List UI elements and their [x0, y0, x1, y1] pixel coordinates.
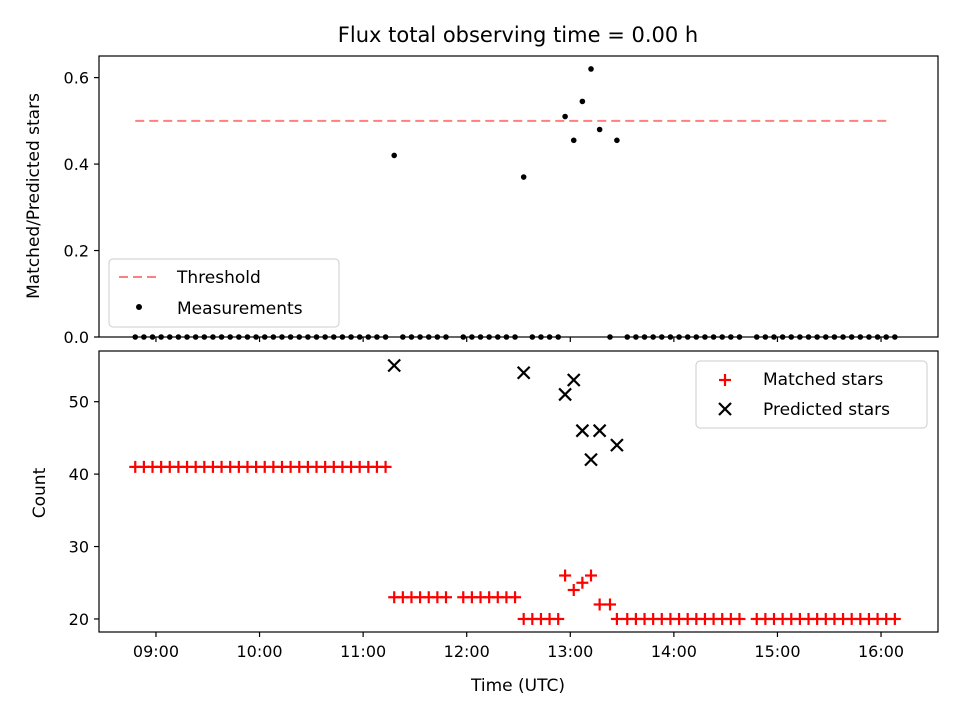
x-tick-label: 15:00	[754, 642, 800, 661]
matched-star-point	[509, 591, 522, 604]
matched-star-point	[439, 591, 452, 604]
x-tick-label: 09:00	[133, 642, 179, 661]
top-panel: 0.0 0.2 0.4 0.6 Matched/Predicted stars Thr…	[24, 55, 939, 347]
chart-title: Flux total observing time = 0.00 h	[338, 23, 698, 47]
threshold-legend-label: Threshold	[176, 268, 261, 288]
top-y-ticks: 0.0 0.2 0.4 0.6	[64, 69, 99, 347]
bottom-y-tick-label: 40	[69, 465, 89, 484]
x-tick-label: 11:00	[340, 642, 386, 661]
bottom-panel: 20 30 40 50 09:00 10:00 11:00 12:00 13:00 14:00 1…	[30, 350, 939, 696]
top-y-tick-label: 0.6	[64, 69, 89, 88]
measurement-point	[596, 126, 603, 133]
bottom-legend: Matched stars Predicted stars	[695, 360, 928, 429]
bottom-marks	[129, 358, 901, 625]
measurement-point	[570, 137, 577, 144]
bottom-y-tick-label: 30	[69, 538, 89, 557]
bottom-plot-frame	[98, 350, 939, 633]
bottom-y-axis-label: Count	[30, 467, 50, 518]
top-y-tick-label: 0.2	[64, 242, 89, 261]
matched-star-point	[552, 612, 565, 625]
matched-star-point	[603, 598, 616, 611]
predicted-legend-label: Predicted stars	[763, 400, 890, 420]
matched-star-point	[610, 612, 623, 625]
matched-star-point	[593, 598, 606, 611]
measurement-point	[588, 66, 594, 72]
matched-star-point	[733, 612, 746, 625]
bottom-legend-box	[695, 360, 928, 429]
x-axis-label: Time (UTC)	[470, 676, 565, 696]
measurement-point	[520, 174, 527, 180]
matched-star-point	[576, 576, 589, 589]
matched-star-point	[888, 612, 901, 625]
top-legend: Threshold Measurements	[108, 258, 340, 328]
measurement-point	[562, 113, 568, 120]
measurement-point	[391, 152, 398, 159]
measurement-point	[579, 98, 586, 105]
predicted-star-point	[584, 452, 598, 467]
x-tick-label: 13:00	[547, 642, 593, 661]
top-legend-box	[108, 258, 340, 328]
matched-star-point	[567, 583, 580, 596]
top-y-tick-label: 0.0	[64, 328, 89, 347]
top-y-axis-label: Matched/Predicted stars	[24, 93, 44, 299]
top-marks	[132, 66, 898, 340]
measurements-legend-label: Measurements	[177, 299, 303, 319]
x-tick-label: 12:00	[444, 642, 490, 661]
top-x-ticks	[155, 337, 882, 342]
top-plot-frame	[98, 55, 939, 338]
bottom-y-ticks: 20 30 40 50	[69, 393, 99, 629]
predicted-star-point	[387, 358, 401, 373]
x-tick-label: 16:00	[858, 642, 904, 661]
predicted-star-point	[558, 387, 572, 402]
matched-star-point	[559, 569, 572, 582]
matched-legend-label: Matched stars	[763, 370, 883, 390]
matched-legend-swatch	[719, 374, 731, 386]
measurements-legend-swatch	[136, 304, 142, 310]
bottom-y-tick-label: 50	[69, 393, 89, 412]
predicted-star-point	[610, 438, 624, 452]
predicted-star-point	[592, 423, 607, 438]
predicted-star-point	[516, 365, 531, 380]
bottom-x-ticks: 09:00 10:00 11:00 12:00 13:00 14:00 15:00 16:00	[133, 632, 904, 661]
top-y-tick-label: 0.4	[64, 155, 89, 174]
bottom-y-tick-label: 20	[69, 610, 89, 629]
matched-star-point	[379, 460, 392, 473]
x-tick-label: 14:00	[651, 642, 697, 661]
predicted-star-point	[575, 423, 590, 438]
predicted-legend-swatch	[718, 402, 732, 416]
predicted-star-point	[566, 373, 581, 387]
measurement-point	[614, 137, 620, 144]
matched-star-point	[585, 569, 598, 582]
x-tick-label: 10:00	[236, 642, 282, 661]
